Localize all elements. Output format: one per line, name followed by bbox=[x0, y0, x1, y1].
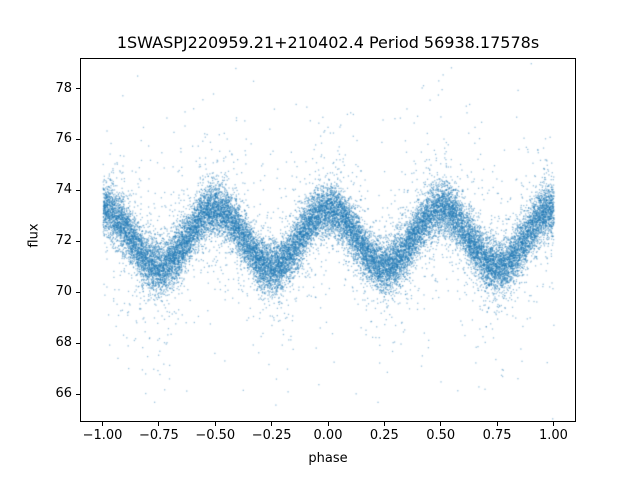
y-tick-mark bbox=[76, 138, 80, 140]
x-tick-mark bbox=[158, 422, 160, 426]
y-tick-mark bbox=[76, 393, 80, 395]
x-tick-label: −0.50 bbox=[195, 428, 236, 443]
x-tick-label: 1.00 bbox=[538, 428, 568, 443]
y-tick-label: 70 bbox=[55, 284, 72, 300]
y-tick-mark bbox=[76, 342, 80, 344]
x-tick-label: −0.25 bbox=[251, 428, 292, 443]
plot-title: 1SWASPJ220959.21+210402.4 Period 56938.1… bbox=[116, 33, 540, 52]
x-tick-label: 0.00 bbox=[313, 428, 343, 443]
x-tick-mark bbox=[552, 422, 554, 426]
x-tick-mark bbox=[214, 422, 216, 426]
scatter-canvas bbox=[81, 59, 575, 421]
x-tick-mark bbox=[496, 422, 498, 426]
x-tick-label: −1.00 bbox=[82, 428, 123, 443]
y-tick-mark bbox=[76, 291, 80, 293]
y-tick-mark bbox=[76, 88, 80, 90]
x-tick-mark bbox=[440, 422, 442, 426]
x-tick-mark bbox=[327, 422, 329, 426]
x-tick-mark bbox=[102, 422, 104, 426]
x-tick-mark bbox=[271, 422, 273, 426]
x-tick-mark bbox=[383, 422, 385, 426]
x-tick-label: −0.75 bbox=[138, 428, 179, 443]
y-tick-label: 76 bbox=[55, 131, 72, 147]
plot-area bbox=[80, 58, 576, 422]
x-tick-label: 0.75 bbox=[482, 428, 512, 443]
y-tick-label: 72 bbox=[55, 233, 72, 249]
y-tick-label: 66 bbox=[55, 386, 72, 401]
y-tick-label: 68 bbox=[55, 335, 72, 351]
x-tick-label: 0.25 bbox=[369, 428, 399, 443]
x-axis-label: phase bbox=[308, 451, 348, 466]
y-tick-mark bbox=[76, 189, 80, 191]
x-tick-label: 0.50 bbox=[426, 428, 456, 443]
y-tick-mark bbox=[76, 240, 80, 242]
y-tick-label: 78 bbox=[55, 80, 72, 96]
y-tick-label: 74 bbox=[55, 182, 72, 198]
